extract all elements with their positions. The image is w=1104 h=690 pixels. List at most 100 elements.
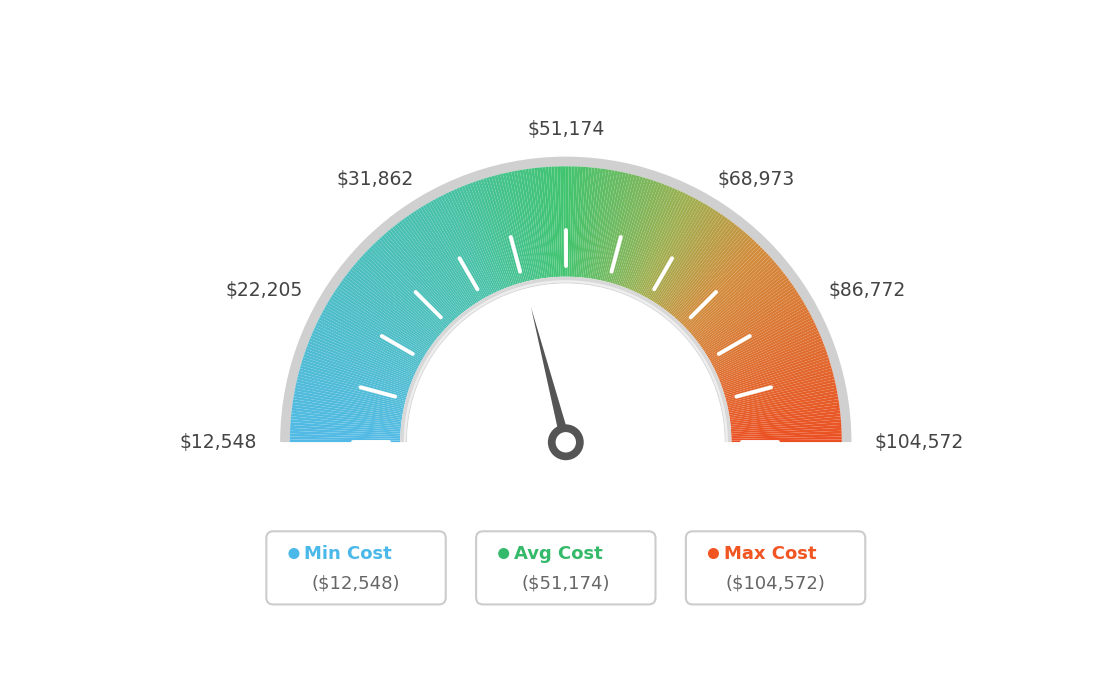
Wedge shape [558,166,562,277]
Wedge shape [316,322,416,372]
Wedge shape [694,268,782,339]
Wedge shape [440,195,492,295]
Wedge shape [537,168,550,277]
Wedge shape [522,169,542,279]
Wedge shape [689,257,773,333]
Wedge shape [361,255,444,331]
Wedge shape [328,299,424,358]
Wedge shape [299,368,406,400]
Wedge shape [369,247,448,326]
Wedge shape [305,351,410,389]
Wedge shape [290,437,401,440]
Wedge shape [624,184,665,288]
Wedge shape [729,391,838,413]
Wedge shape [631,189,678,291]
Wedge shape [731,437,841,440]
Wedge shape [731,431,841,437]
Wedge shape [320,315,420,367]
Wedge shape [423,205,481,301]
Wedge shape [298,371,406,401]
Wedge shape [502,173,530,281]
Circle shape [554,431,577,454]
Wedge shape [654,208,713,302]
Wedge shape [672,231,746,317]
Wedge shape [658,213,721,306]
Wedge shape [534,168,549,278]
Text: Avg Cost: Avg Cost [514,544,603,562]
Wedge shape [307,344,411,384]
Wedge shape [665,221,733,310]
Wedge shape [425,204,484,299]
Wedge shape [302,357,408,393]
Wedge shape [688,255,771,331]
Wedge shape [459,187,503,290]
Wedge shape [725,365,831,397]
Wedge shape [643,198,697,296]
Wedge shape [355,262,440,335]
Wedge shape [305,349,410,388]
Wedge shape [696,271,784,341]
Wedge shape [336,287,428,351]
Wedge shape [730,402,839,420]
Wedge shape [635,191,683,293]
Wedge shape [702,285,794,349]
Wedge shape [291,411,401,425]
Wedge shape [332,292,427,353]
FancyBboxPatch shape [686,531,866,604]
Text: ($104,572): ($104,572) [725,574,826,592]
Wedge shape [607,175,637,282]
Wedge shape [506,172,531,281]
Wedge shape [359,257,443,333]
Wedge shape [720,341,824,383]
Wedge shape [323,307,422,362]
Wedge shape [480,179,517,285]
Wedge shape [357,259,442,334]
Wedge shape [611,177,643,284]
Wedge shape [484,178,518,284]
Wedge shape [408,214,473,306]
Wedge shape [731,416,841,428]
Wedge shape [664,219,731,309]
Wedge shape [719,335,821,380]
Wedge shape [526,169,543,279]
Wedge shape [718,330,819,377]
Wedge shape [728,380,835,406]
Wedge shape [290,431,401,437]
Wedge shape [379,237,455,320]
Wedge shape [517,170,538,279]
Text: Max Cost: Max Cost [724,544,817,562]
Wedge shape [308,341,412,383]
Wedge shape [478,180,514,286]
Circle shape [498,548,509,559]
Wedge shape [551,166,559,277]
Wedge shape [529,168,545,278]
Wedge shape [491,176,523,283]
Wedge shape [489,177,521,284]
Text: $86,772: $86,772 [829,281,906,300]
Wedge shape [549,167,558,277]
Wedge shape [618,181,657,286]
Wedge shape [450,190,498,292]
Wedge shape [407,284,724,442]
Wedge shape [401,219,468,309]
Wedge shape [545,167,555,277]
Wedge shape [718,333,820,378]
Wedge shape [630,188,676,290]
Text: $104,572: $104,572 [874,433,964,452]
Wedge shape [712,312,810,366]
Wedge shape [639,195,691,295]
Wedge shape [297,377,405,404]
Wedge shape [669,226,740,313]
Wedge shape [723,357,829,393]
Wedge shape [262,442,870,690]
Wedge shape [724,359,830,395]
Wedge shape [309,338,413,382]
Wedge shape [625,185,668,288]
Wedge shape [438,197,490,295]
Wedge shape [339,282,431,348]
Wedge shape [580,167,592,277]
Wedge shape [598,172,623,280]
Wedge shape [314,327,415,375]
Wedge shape [687,253,769,331]
Wedge shape [676,235,751,319]
